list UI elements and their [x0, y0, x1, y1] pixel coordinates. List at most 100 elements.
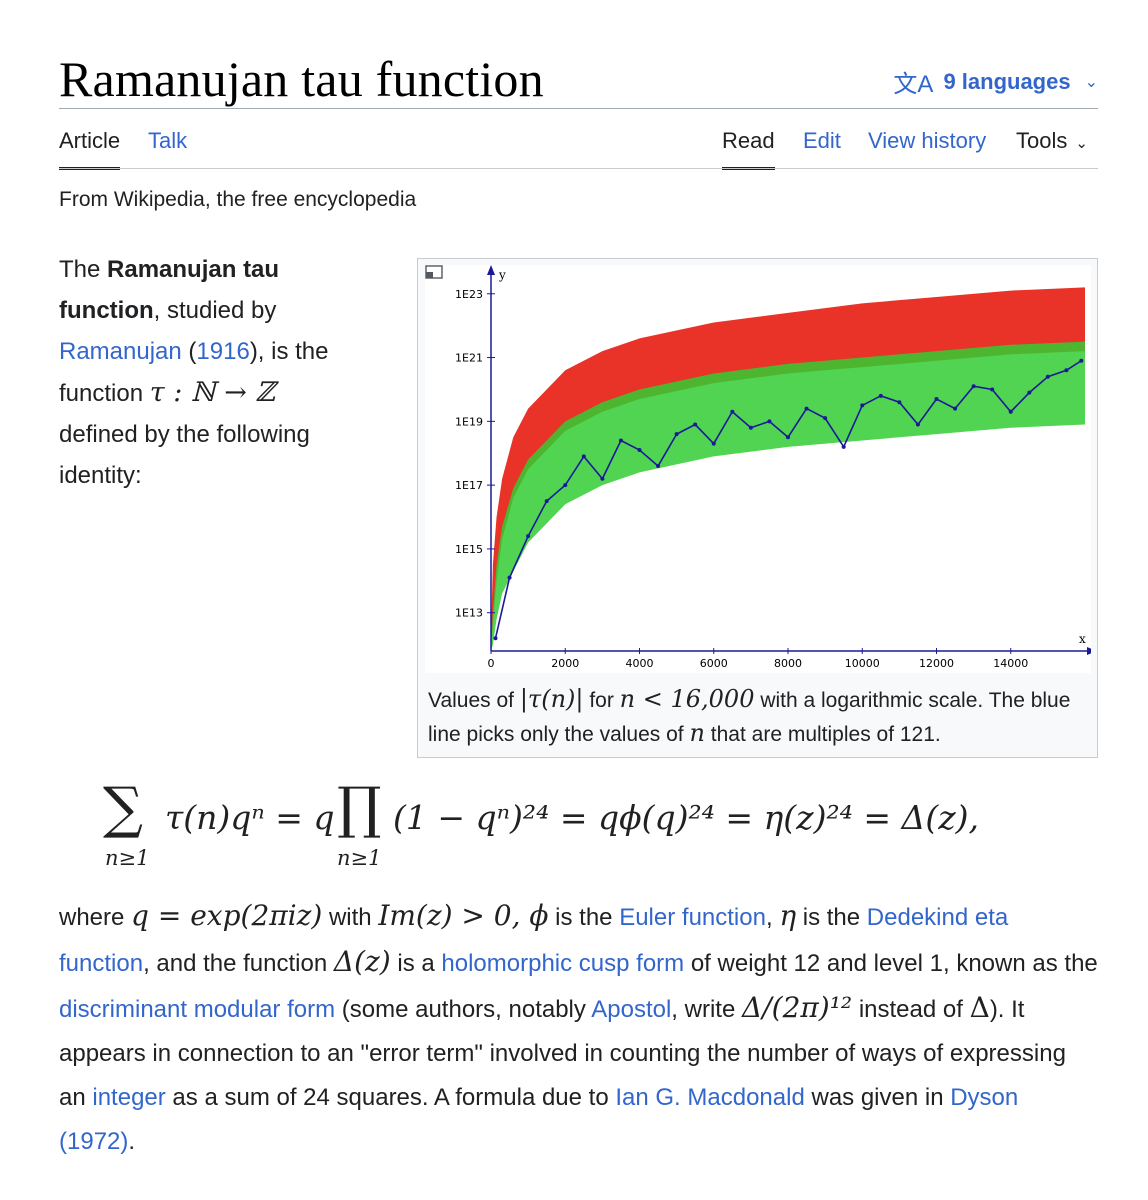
chevron-down-icon: ⌄: [1075, 135, 1088, 152]
series-point: [1045, 374, 1050, 379]
body-text: (some authors, notably: [335, 996, 592, 1023]
series-point: [971, 384, 976, 389]
link-1916[interactable]: 1916: [196, 338, 250, 365]
series-band-1: [491, 287, 1085, 651]
y-tick-label: 1E17: [455, 479, 483, 492]
series-point: [767, 419, 772, 424]
tau-chart[interactable]: x y 0 2000 4000 6000 8000 10000 12000 14000 1E13 1E…: [425, 265, 1091, 673]
link-holomorphic-cusp-form[interactable]: holomorphic cusp form: [441, 950, 685, 977]
tab-view-history[interactable]: View history: [868, 128, 987, 153]
y-tick-label: 1E19: [455, 415, 483, 428]
x-tick-label: 14000: [993, 657, 1028, 670]
y-tick-label: 1E15: [455, 543, 483, 556]
x-tick-label: 6000: [700, 657, 728, 670]
tab-edit[interactable]: Edit: [803, 128, 841, 153]
body-text: .: [128, 1128, 136, 1155]
body-text: with: [322, 904, 379, 931]
link-dedekind-eta[interactable]: Dedekind eta function: [59, 904, 1009, 977]
math-eta: η: [779, 899, 797, 932]
math-delta: Δ: [969, 991, 990, 1024]
caption-math: |τ(n)|: [519, 685, 584, 713]
series-point: [953, 406, 958, 411]
lead-text: defined by the following identity:: [59, 421, 310, 489]
body-text: as a sum of 24 squares. A formula due to: [165, 1084, 616, 1111]
x-tick-label: 0: [488, 657, 495, 670]
body-text: is the: [796, 904, 867, 931]
body-text: is a: [390, 950, 442, 977]
caption-text: Values of: [428, 689, 520, 712]
y-tick-label: 1E21: [455, 352, 483, 365]
formula-part-2: (1 − qⁿ)²⁴ = qϕ(q)²⁴ = η(z)²⁴ = Δ(z),: [393, 798, 979, 837]
languages-label: 9 languages: [943, 68, 1071, 94]
series-point: [841, 444, 846, 449]
x-tick-label: 8000: [774, 657, 802, 670]
math-delta-over-2pi: Δ/(2π)¹²: [741, 991, 853, 1024]
x-axis-label: x: [1079, 632, 1086, 646]
x-axis-arrow: [1087, 647, 1091, 655]
caption-math: n < 16,000: [619, 685, 755, 713]
link-ramanujan[interactable]: Ramanujan: [59, 338, 182, 365]
link-apostol[interactable]: Apostol: [591, 996, 672, 1023]
series-band-2: [491, 341, 1085, 651]
math-q-exp: q = exp(2πiz): [131, 899, 323, 932]
link-euler-function[interactable]: Euler function: [619, 904, 766, 931]
body-text: ). It appears in connection to an "error…: [59, 996, 1066, 1111]
page-tabs: Article Talk Read Edit View history Tool…: [59, 128, 1098, 170]
enlarge-icon[interactable]: [425, 265, 443, 279]
link-integer[interactable]: integer: [92, 1084, 166, 1111]
tab-talk[interactable]: Talk: [148, 128, 188, 153]
caption-text: for: [583, 689, 620, 712]
tab-read[interactable]: Read: [722, 128, 775, 170]
series-point: [544, 499, 549, 504]
body-text: instead of: [852, 996, 970, 1023]
body-text: was given in: [804, 1084, 951, 1111]
link-dyson-1972[interactable]: Dyson (1972): [59, 1084, 1019, 1155]
link-ian-macdonald[interactable]: Ian G. Macdonald: [615, 1084, 805, 1111]
lead-paragraph: The Ramanujan tau function, studied by R…: [59, 249, 359, 496]
x-tick-label: 2000: [551, 657, 579, 670]
figure-caption: Values of |τ(n)| for n < 16,000 with a l…: [428, 683, 1088, 751]
series-point: [693, 422, 698, 427]
lead-text: ), is the function: [59, 338, 329, 407]
series-point: [1079, 358, 1084, 363]
series-point: [786, 435, 790, 440]
product-symbol: ∏: [337, 776, 382, 841]
tabs-divider: [59, 168, 1098, 169]
formula-part-1: τ(n)qⁿ = q: [165, 798, 335, 837]
body-text: , and the function: [143, 950, 334, 977]
body-text: is the: [548, 904, 620, 931]
tools-menu[interactable]: Tools ⌄: [1016, 128, 1088, 170]
math-tau-map: τ : ℕ → ℤ: [149, 377, 276, 408]
series-point: [934, 397, 939, 402]
tab-article[interactable]: Article: [59, 128, 121, 170]
series-point: [656, 464, 661, 468]
chevron-down-icon: ⌄: [1084, 73, 1098, 91]
body-text: , write: [671, 996, 742, 1023]
caption-text: with a logarithmic scale. The blue line …: [428, 689, 1071, 746]
x-tick-label: 12000: [919, 657, 954, 670]
link-discriminant-modular-form[interactable]: discriminant modular form: [59, 996, 336, 1023]
series-point: [878, 393, 883, 398]
series-point: [804, 406, 809, 411]
series-point: [637, 448, 642, 453]
translate-icon: 文A: [893, 71, 934, 98]
body-paragraph: where q = exp(2πiz) with Im(z) > 0, ϕ is…: [59, 894, 1099, 1164]
figure-thumbnail: x y 0 2000 4000 6000 8000 10000 12000 14000 1E13 1E…: [417, 258, 1098, 758]
x-tick-label: 4000: [626, 657, 654, 670]
series-point: [860, 403, 865, 408]
sum-subscript: n≥1: [105, 846, 150, 870]
lead-text: , studied by: [153, 297, 277, 324]
series-point: [1064, 368, 1069, 373]
tagline: From Wikipedia, the free encyclopedia: [59, 188, 417, 211]
math-delta-z: Δ(z): [333, 945, 391, 978]
tools-label: Tools: [1016, 128, 1068, 153]
y-tick-label: 1E23: [455, 288, 483, 301]
languages-button[interactable]: 文A 9 languages ⌄: [893, 64, 1098, 99]
caption-math: n: [689, 719, 705, 747]
body-text: where: [59, 904, 132, 931]
tau-identity-formula: ∑ n≥1 τ(n)qⁿ = q ∏ n≥1 (1 − qⁿ)²⁴ = qϕ(q…: [103, 776, 1003, 882]
series-point: [600, 476, 605, 481]
series-point: [581, 454, 586, 459]
page-title: Ramanujan tau function: [59, 51, 544, 107]
math-im-z: Im(z) > 0, ϕ: [378, 899, 549, 932]
